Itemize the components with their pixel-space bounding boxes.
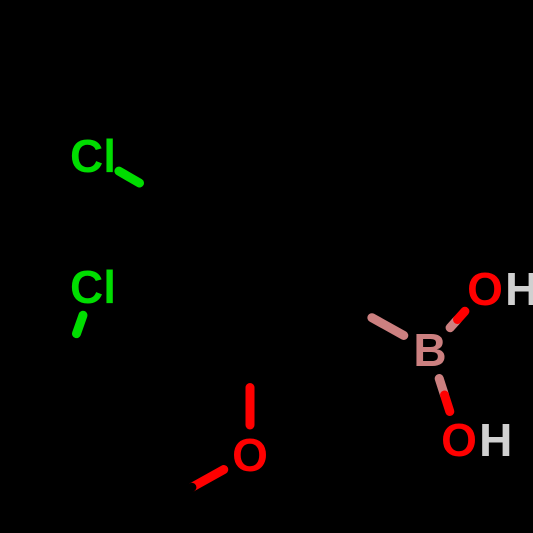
atom-label-O7: O <box>232 429 268 481</box>
molecule-diagram: OBOHOHClCl <box>0 0 533 533</box>
atom-label-Cl13: Cl <box>70 130 116 182</box>
svg-text:H: H <box>505 263 533 315</box>
atom-label-Cl15: Cl <box>70 261 116 313</box>
svg-text:H: H <box>479 414 512 466</box>
svg-text:O: O <box>441 414 477 466</box>
bond <box>76 315 82 333</box>
bond <box>458 311 465 319</box>
atom-label-O11: OH <box>467 263 533 315</box>
svg-text:O: O <box>467 263 503 315</box>
atom-label-O10: OH <box>441 414 512 466</box>
bond <box>445 395 450 411</box>
atom-label-B9: B <box>413 324 446 376</box>
